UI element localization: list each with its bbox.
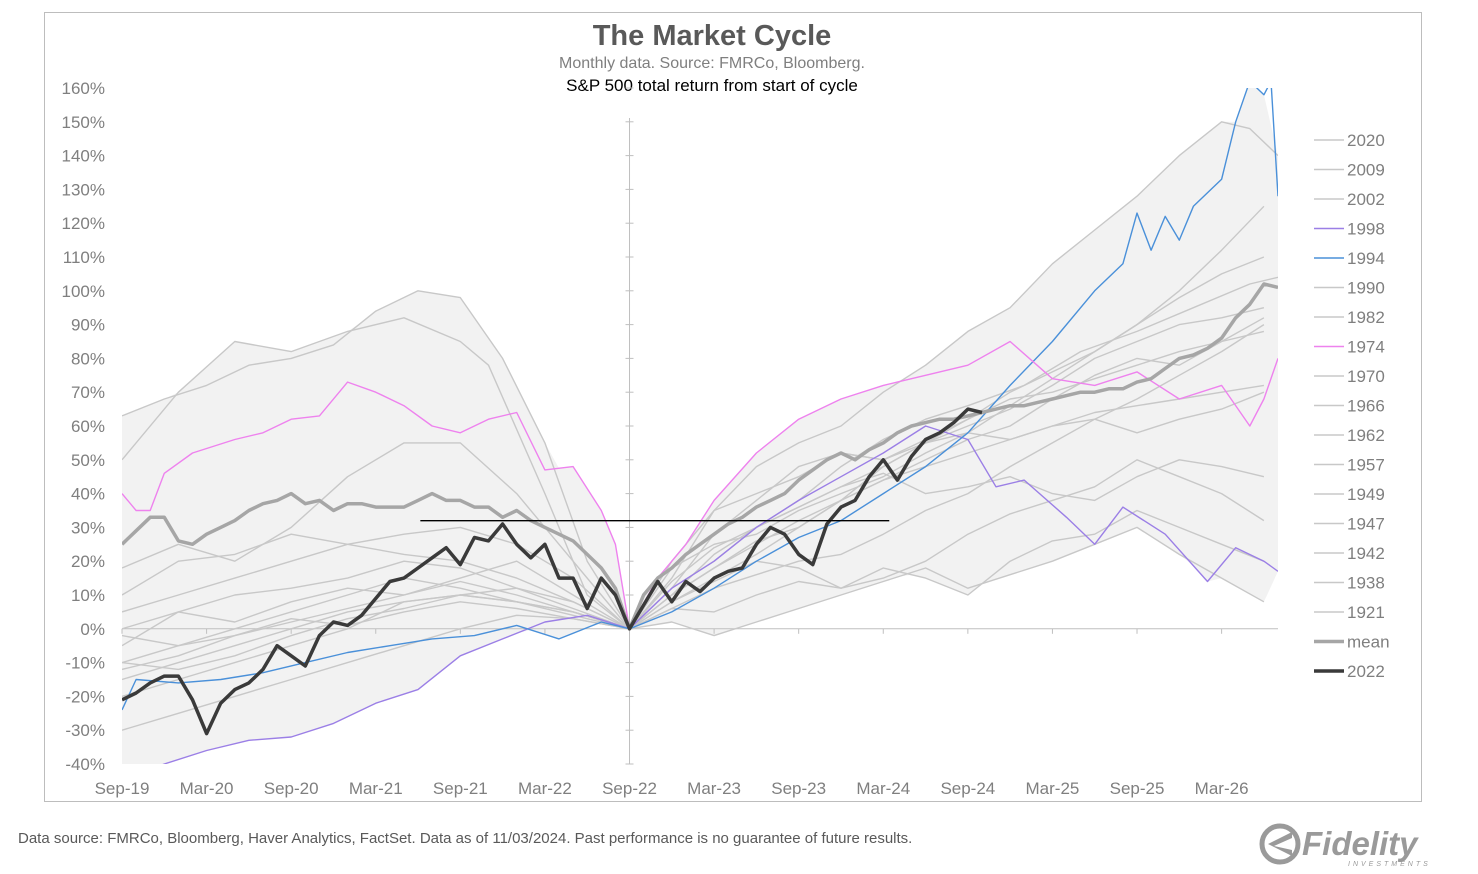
y-tick-label: 90% bbox=[71, 316, 105, 335]
legend-label-2009: 2009 bbox=[1347, 161, 1385, 180]
x-tick-label: Sep-19 bbox=[95, 779, 150, 798]
x-tick-label: Sep-20 bbox=[264, 779, 319, 798]
logo-wordmark: Fidelity bbox=[1302, 825, 1419, 862]
chart-title: The Market Cycle bbox=[593, 20, 832, 52]
legend-label-2020: 2020 bbox=[1347, 131, 1385, 150]
y-tick-label: -40% bbox=[65, 755, 105, 774]
legend-label-1949: 1949 bbox=[1347, 485, 1385, 504]
x-tick-label: Mar-22 bbox=[518, 779, 572, 798]
series-line-1998 bbox=[162, 425, 1278, 764]
series-lines bbox=[122, 88, 1278, 764]
y-tick-label: 70% bbox=[71, 383, 105, 402]
fidelity-logo: Fidelity INVESTMENTS bbox=[1259, 823, 1431, 868]
y-tick-label: 130% bbox=[62, 180, 105, 199]
x-tick-label: Mar-23 bbox=[687, 779, 741, 798]
y-tick-label: 40% bbox=[71, 485, 105, 504]
legend-label-2022: 2022 bbox=[1347, 662, 1385, 681]
y-tick-label: 140% bbox=[62, 147, 105, 166]
x-tick-label: Sep-24 bbox=[940, 779, 995, 798]
series-line-1949 bbox=[122, 324, 1265, 630]
series-line-1938 bbox=[122, 509, 1265, 671]
legend-label-1970: 1970 bbox=[1347, 367, 1385, 386]
legend-label-1957: 1957 bbox=[1347, 456, 1385, 475]
y-tick-label: 60% bbox=[71, 417, 105, 436]
legend: 2020 2009 2002 1998 1994 1990 1982 1974 1970 1966… bbox=[1314, 131, 1390, 681]
chart-subtitle-2: S&P 500 total return from start of cycle bbox=[566, 76, 858, 95]
series-line-2002 bbox=[122, 307, 1265, 630]
x-tick-label: Mar-20 bbox=[180, 779, 234, 798]
series-line-2022 bbox=[122, 407, 983, 736]
legend-label-1962: 1962 bbox=[1347, 426, 1385, 445]
legend-label-1994: 1994 bbox=[1347, 249, 1385, 268]
y-tick-label: 10% bbox=[71, 586, 105, 605]
y-tick-label: 160% bbox=[62, 79, 105, 98]
x-tick-label: Mar-21 bbox=[349, 779, 403, 798]
y-tick-label: -10% bbox=[65, 654, 105, 673]
y-tick-label: 120% bbox=[62, 214, 105, 233]
legend-label-1998: 1998 bbox=[1347, 220, 1385, 239]
legend-label-1921: 1921 bbox=[1347, 603, 1385, 622]
fidelity-emblem-icon bbox=[1259, 823, 1301, 865]
legend-label-1966: 1966 bbox=[1347, 397, 1385, 416]
x-tick-label: Mar-26 bbox=[1195, 779, 1249, 798]
y-tick-label: -30% bbox=[65, 721, 105, 740]
legend-label-mean: mean bbox=[1347, 633, 1390, 652]
series-line-1982 bbox=[122, 330, 1265, 664]
legend-label-1947: 1947 bbox=[1347, 515, 1385, 534]
x-tick-label: Sep-23 bbox=[771, 779, 826, 798]
footer-note: Data source: FMRCo, Bloomberg, Haver Ana… bbox=[18, 830, 913, 847]
y-tick-label: 20% bbox=[71, 552, 105, 571]
y-tick-label: 110% bbox=[63, 248, 105, 267]
legend-label-2002: 2002 bbox=[1347, 190, 1385, 209]
y-tick-label: 0% bbox=[80, 620, 105, 639]
series-line-1974 bbox=[122, 340, 1278, 630]
legend-label-1974: 1974 bbox=[1347, 338, 1385, 357]
legend-label-1942: 1942 bbox=[1347, 544, 1385, 563]
logo-subtext: INVESTMENTS bbox=[1348, 861, 1431, 868]
legend-label-1990: 1990 bbox=[1347, 279, 1385, 298]
x-tick-label: Sep-22 bbox=[602, 779, 657, 798]
series-line-mean bbox=[122, 282, 1278, 631]
chart-subtitle: Monthly data. Source: FMRCo, Bloomberg. bbox=[559, 55, 865, 72]
y-tick-label: 30% bbox=[71, 518, 105, 537]
y-tick-label: -20% bbox=[65, 687, 105, 706]
x-tick-label: Mar-25 bbox=[1026, 779, 1080, 798]
range-band-area bbox=[122, 88, 1278, 764]
y-tick-label: 150% bbox=[62, 113, 105, 132]
legend-label-1982: 1982 bbox=[1347, 308, 1385, 327]
series-line-1942 bbox=[122, 317, 1265, 630]
x-tick-label: Mar-24 bbox=[856, 779, 910, 798]
range-band bbox=[122, 88, 1278, 764]
x-tick-label: Sep-25 bbox=[1110, 779, 1165, 798]
y-tick-label: 80% bbox=[71, 349, 105, 368]
y-tick-label: 100% bbox=[62, 282, 105, 301]
x-tick-label: Sep-21 bbox=[433, 779, 488, 798]
y-tick-label: 50% bbox=[71, 451, 105, 470]
legend-label-1938: 1938 bbox=[1347, 574, 1385, 593]
axes: 160% 150% 140% 130% 120% 110% 100% 90% 80% 70% 60%… bbox=[62, 79, 1278, 798]
